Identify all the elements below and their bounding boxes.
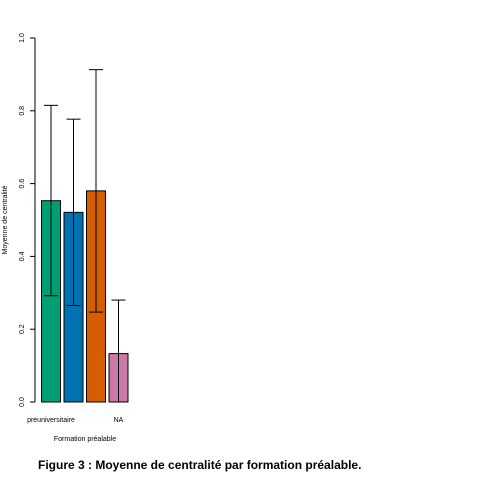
x-tick-label: NA — [114, 417, 124, 424]
y-tick-label: 0.4 — [19, 251, 26, 261]
x-tick-labels: preuniversitaire NA — [27, 417, 124, 424]
figure-caption: Figure 3 : Moyenne de centralité par for… — [38, 458, 362, 472]
y-axis-title: Moyenne de centralité — [2, 185, 9, 254]
y-tick-label: 0.6 — [19, 179, 26, 189]
y-tick-label: 0.2 — [19, 324, 26, 334]
error-bars — [44, 69, 126, 403]
y-tick-label: 0.8 — [19, 106, 26, 116]
y-tick-label: 1.0 — [19, 33, 26, 43]
bars — [41, 190, 129, 403]
x-tick-label: preuniversitaire — [27, 417, 75, 424]
y-axis: 0.0 0.2 0.4 0.6 0.8 1.0 — [19, 33, 36, 407]
y-tick-label: 0.0 — [19, 397, 26, 407]
x-axis-title: Formation préalable — [54, 436, 116, 443]
